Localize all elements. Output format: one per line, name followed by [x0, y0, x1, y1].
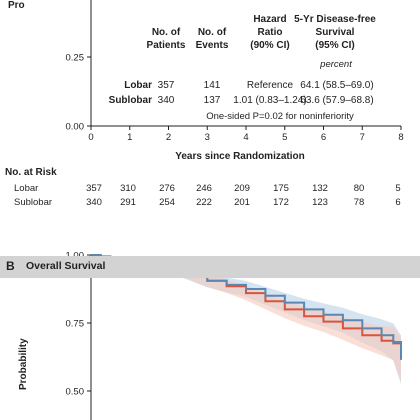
x-tick-label: 0: [88, 132, 93, 143]
panel-b-letter: B: [6, 259, 15, 273]
panel-b-header-bar: [0, 256, 420, 278]
stats-row-hazard-ratio: 1.01 (0.83–1.24): [233, 95, 306, 106]
panel-b-title: Overall Survival: [26, 260, 106, 272]
x-tick-label: 7: [360, 132, 365, 143]
risk-table-row: Lobar 357 310 276 246 209 175 132 80 5: [0, 183, 420, 196]
stats-row-patients: 357: [158, 80, 175, 91]
y-tick-label: 0.25: [66, 53, 85, 64]
stats-row-survival: 64.1 (58.5–69.0): [300, 80, 373, 91]
stats-row-events: 141: [204, 80, 221, 91]
stats-row-patients: 340: [158, 95, 175, 106]
x-tick-label: 6: [321, 132, 326, 143]
stats-table-header: No. of Patients: [147, 27, 186, 51]
risk-table-row: Sublobar 340 291 254 222 201 172 123 78 6: [0, 197, 420, 210]
risk-count-cell: 201: [234, 197, 250, 208]
x-tick-label: 3: [205, 132, 210, 143]
risk-count-cell: 357: [86, 183, 102, 194]
risk-count-cell: 6: [395, 197, 401, 208]
stats-row-survival: 63.6 (57.9–68.8): [300, 95, 373, 106]
risk-count-cell: 340: [86, 197, 102, 208]
y-tick-label: 0.75: [66, 319, 85, 330]
risk-count-cell: 175: [273, 183, 289, 194]
risk-count-cell: 123: [312, 197, 328, 208]
risk-count-cell: 80: [353, 183, 365, 194]
risk-count-cell: 222: [196, 197, 212, 208]
risk-count-cell: 78: [353, 197, 365, 208]
risk-count-cell: 5: [395, 183, 401, 194]
risk-count-cell: 172: [273, 197, 289, 208]
x-tick-label: 8: [398, 132, 403, 143]
y-tick-label: 0.50: [66, 387, 85, 398]
risk-table-title: No. at Risk: [5, 167, 57, 178]
stats-table-header: 5-Yr Disease-free Survival (95% CI): [294, 14, 376, 51]
panel-a-chart: 0 1 2 3 4 5 6 7 8 0.00 0.25 Years since Randomizati…: [66, 0, 404, 162]
panel-b-y-axis-title: Probability: [18, 338, 29, 390]
stats-table-header: Hazard Ratio (90% CI): [250, 14, 289, 51]
risk-count-cell: 246: [196, 183, 212, 194]
stats-row-events: 137: [204, 95, 221, 106]
stats-row-group: Sublobar: [109, 95, 152, 106]
risk-row-group-label: Sublobar: [14, 197, 53, 208]
x-tick-label: 5: [282, 132, 287, 143]
panel-a-x-axis-title: Years since Randomization: [175, 151, 305, 162]
risk-count-cell: 132: [312, 183, 328, 194]
x-tick-label: 1: [127, 132, 132, 143]
risk-count-cell: 209: [234, 183, 250, 194]
risk-count-cell: 254: [159, 197, 175, 208]
risk-count-cell: 310: [120, 183, 136, 194]
stats-table-header: No. of Events: [196, 27, 229, 51]
stats-row-hazard-ratio: Reference: [247, 80, 294, 91]
risk-count-cell: 291: [120, 197, 136, 208]
stats-table-note: One-sided P=0.02 for noninferiority: [206, 111, 354, 122]
x-tick-label: 4: [243, 132, 248, 143]
risk-row-group-label: Lobar: [14, 183, 39, 194]
risk-count-cell: 276: [159, 183, 175, 194]
x-tick-label: 2: [166, 132, 171, 143]
stats-table-unit-note: percent: [319, 59, 352, 70]
confidence-band-sublobar: [91, 255, 401, 382]
panel-a-y-axis-title: Pro: [8, 0, 25, 11]
y-tick-label: 0.00: [66, 122, 85, 133]
stats-row-group: Lobar: [124, 80, 152, 91]
